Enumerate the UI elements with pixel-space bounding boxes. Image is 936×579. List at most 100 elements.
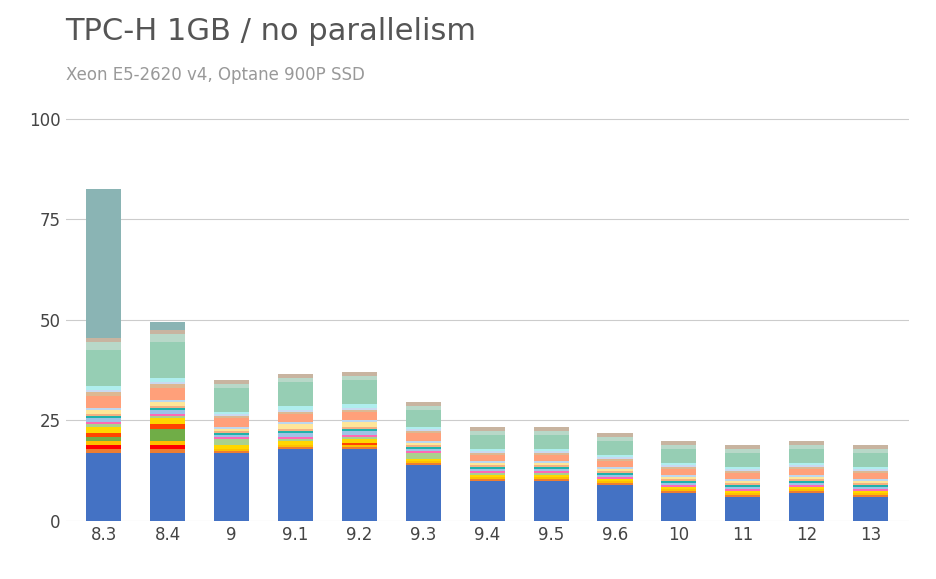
Bar <box>661 479 695 481</box>
Bar <box>469 453 505 455</box>
Bar <box>533 427 568 431</box>
Bar <box>597 461 632 467</box>
Bar <box>533 463 568 465</box>
Bar <box>533 475 568 477</box>
Bar <box>86 390 122 393</box>
Bar <box>342 437 376 438</box>
Bar <box>86 427 122 433</box>
Bar <box>214 412 249 415</box>
Bar <box>597 473 632 475</box>
Bar <box>597 457 632 459</box>
Bar <box>214 445 249 449</box>
Bar <box>597 459 632 461</box>
Bar <box>724 491 759 493</box>
Bar <box>661 477 695 479</box>
Bar <box>214 453 249 521</box>
Bar <box>342 411 376 412</box>
Bar <box>214 427 249 428</box>
Bar <box>342 438 376 442</box>
Bar <box>86 424 122 427</box>
Bar <box>214 431 249 433</box>
Bar <box>86 396 122 408</box>
Bar <box>278 437 313 438</box>
Bar <box>852 481 887 483</box>
Bar <box>852 489 887 491</box>
Bar <box>661 481 695 483</box>
Bar <box>278 411 313 412</box>
Bar <box>788 483 824 485</box>
Bar <box>150 322 185 330</box>
Bar <box>597 481 632 483</box>
Bar <box>724 487 759 489</box>
Bar <box>469 473 505 475</box>
Bar <box>278 441 313 445</box>
Bar <box>852 453 887 467</box>
Bar <box>86 189 122 338</box>
Bar <box>724 495 759 497</box>
Bar <box>788 491 824 493</box>
Bar <box>150 428 185 441</box>
Bar <box>661 475 695 477</box>
Bar <box>469 463 505 465</box>
Bar <box>405 450 441 453</box>
Bar <box>469 469 505 471</box>
Bar <box>533 479 568 481</box>
Bar <box>86 445 122 449</box>
Bar <box>278 433 313 437</box>
Bar <box>150 330 185 334</box>
Bar <box>661 487 695 489</box>
Bar <box>86 433 122 437</box>
Bar <box>86 386 122 390</box>
Bar <box>661 441 695 445</box>
Bar <box>852 483 887 485</box>
Bar <box>533 449 568 450</box>
Bar <box>150 441 185 445</box>
Bar <box>278 438 313 441</box>
Bar <box>852 491 887 493</box>
Bar <box>86 423 122 424</box>
Bar <box>150 408 185 411</box>
Bar <box>597 441 632 455</box>
Bar <box>405 411 441 427</box>
Bar <box>214 419 249 427</box>
Bar <box>597 485 632 521</box>
Bar <box>597 467 632 469</box>
Bar <box>405 445 441 446</box>
Bar <box>405 431 441 433</box>
Bar <box>724 481 759 483</box>
Bar <box>342 442 376 445</box>
Bar <box>405 402 441 406</box>
Bar <box>469 465 505 467</box>
Bar <box>86 342 122 350</box>
Bar <box>661 449 695 463</box>
Bar <box>469 479 505 481</box>
Bar <box>852 471 887 473</box>
Bar <box>533 453 568 455</box>
Bar <box>278 374 313 378</box>
Bar <box>724 473 759 479</box>
Bar <box>278 424 313 428</box>
Bar <box>150 449 185 453</box>
Bar <box>597 433 632 437</box>
Bar <box>214 389 249 412</box>
Bar <box>788 487 824 489</box>
Bar <box>150 334 185 342</box>
Text: TPC-H 1GB / no parallelism: TPC-H 1GB / no parallelism <box>66 17 476 46</box>
Bar <box>597 479 632 481</box>
Bar <box>405 453 441 459</box>
Bar <box>788 485 824 487</box>
Bar <box>533 431 568 435</box>
Bar <box>86 338 122 342</box>
Bar <box>278 446 313 449</box>
Bar <box>150 411 185 415</box>
Bar <box>342 420 376 423</box>
Bar <box>533 467 568 469</box>
Bar <box>150 389 185 400</box>
Bar <box>724 483 759 485</box>
Bar <box>724 453 759 467</box>
Bar <box>278 406 313 411</box>
Bar <box>150 416 185 419</box>
Bar <box>469 435 505 449</box>
Bar <box>150 419 185 424</box>
Bar <box>214 450 249 453</box>
